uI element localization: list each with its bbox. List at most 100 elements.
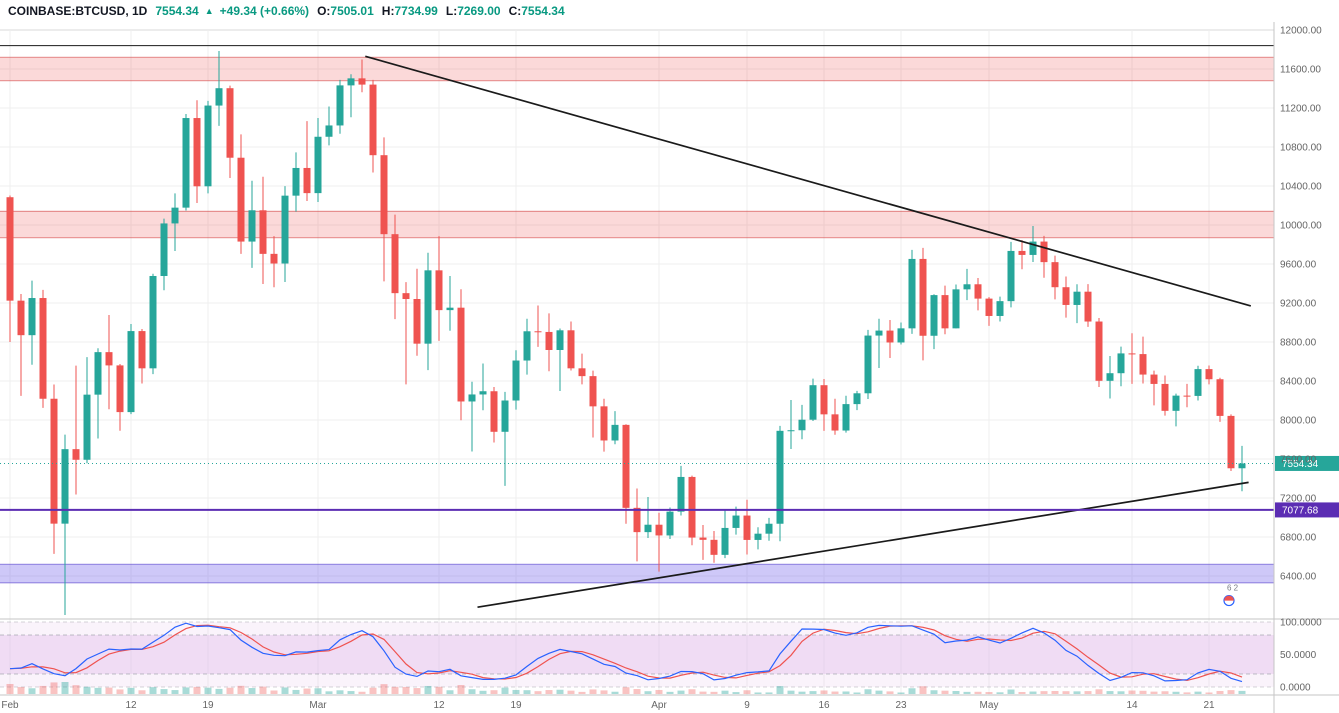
idea-marker[interactable]: 6 2: [1223, 584, 1239, 607]
candle-body: [644, 524, 652, 533]
candle-body: [1150, 374, 1158, 384]
candle-body: [28, 298, 36, 336]
time-axis-label: 19: [202, 700, 214, 711]
time-axis-label: 19: [510, 700, 522, 711]
purple-price-line[interactable]: 7077.68: [0, 502, 1339, 518]
candle-body: [215, 88, 223, 106]
candle-body: [578, 368, 586, 377]
resistance-zone-2[interactable]: [0, 210, 1274, 239]
stoch-k-line: [9, 622, 1243, 683]
candle-body: [985, 298, 993, 316]
price-axis-label: 10800.00: [1280, 143, 1322, 154]
candle-body: [160, 223, 168, 276]
candle-body: [1139, 354, 1147, 375]
candle-body: [1172, 395, 1180, 411]
candle-body: [952, 289, 960, 329]
candle-body: [270, 253, 278, 264]
time-axis-label: 12: [433, 700, 445, 711]
resistance-zone-1[interactable]: [0, 56, 1274, 82]
time-axis-label: 23: [895, 700, 907, 711]
candle-body: [149, 275, 157, 369]
up-arrow-icon: ▲: [204, 6, 214, 16]
candle-body: [710, 539, 718, 555]
candle-body: [776, 430, 784, 524]
candle-body: [732, 515, 740, 528]
oscillator-axis-label: 100.0000: [1280, 618, 1322, 629]
close-value: C:7554.34: [508, 4, 565, 18]
time-axis-label: 16: [818, 700, 830, 711]
candle-body: [1040, 241, 1048, 263]
chart-canvas[interactable]: 7554.34 7077.68 12000.00 11600.00 11200.00 10…: [0, 22, 1339, 713]
candle-body: [116, 365, 124, 413]
candle-body: [61, 449, 69, 524]
candle-body: [501, 400, 509, 432]
stoch-d-line: [9, 624, 1243, 682]
candle-body: [523, 331, 531, 361]
support-zone[interactable]: [0, 563, 1274, 584]
candle-body: [699, 537, 707, 540]
candle-body: [787, 430, 795, 432]
current-price-line[interactable]: 7554.34: [0, 455, 1339, 471]
oscillator-axis-label: 0.0000: [1280, 683, 1311, 694]
open-value: O:7505.01: [317, 4, 374, 18]
candle-body: [237, 157, 245, 242]
candle-body: [556, 330, 564, 350]
candle-body: [358, 78, 366, 85]
candle-body: [765, 523, 773, 534]
price-axis-label: 10000.00: [1280, 221, 1322, 232]
time-axis[interactable]: Feb 12 19 Mar 12 19 Apr 9 16 23 May 14 21: [1, 700, 1215, 711]
svg-text:6 2: 6 2: [1227, 584, 1239, 593]
time-axis-label: 21: [1203, 700, 1215, 711]
candle-body: [1227, 415, 1235, 469]
candle-body: [820, 385, 828, 415]
candle-body: [435, 270, 443, 311]
candle-body: [1183, 395, 1191, 397]
candle-body: [105, 352, 113, 366]
candle-body: [1007, 250, 1015, 302]
candle-body: [402, 293, 410, 300]
candle-body: [875, 330, 883, 336]
svg-text:7077.68: 7077.68: [1282, 505, 1319, 516]
candle-body: [347, 78, 355, 86]
candle-body: [1216, 379, 1224, 416]
chart-area[interactable]: 7554.34 7077.68 12000.00 11600.00 11200.00 10…: [0, 22, 1339, 713]
candle-body: [1084, 291, 1092, 322]
candle-body: [1117, 353, 1125, 374]
candle-body: [754, 533, 762, 540]
candle-body: [72, 449, 80, 460]
marker-pie-icon: [1224, 595, 1234, 601]
descending-trendline[interactable]: [365, 55, 1252, 307]
price-axis[interactable]: 12000.00 11600.00 11200.00 10800.00 10400.00…: [1280, 26, 1322, 694]
candle-body: [996, 301, 1004, 316]
candle-body: [743, 515, 751, 540]
volume-bars: [6, 682, 1246, 694]
candle-body: [17, 300, 25, 336]
candle-body: [1238, 463, 1246, 469]
candle-body: [468, 394, 476, 402]
symbol-title[interactable]: COINBASE:BTCUSD, 1D: [8, 4, 148, 18]
price-axis-label: 6800.00: [1280, 533, 1317, 544]
candle-body: [193, 118, 201, 187]
candle-body: [721, 527, 729, 555]
candle-body: [589, 376, 597, 407]
ascending-trendline[interactable]: [477, 481, 1249, 609]
time-axis-label: Mar: [309, 700, 327, 711]
candle-body: [1161, 383, 1169, 411]
candle-body: [325, 125, 333, 137]
candles-layer: [6, 51, 1246, 615]
price-axis-label: 8800.00: [1280, 338, 1317, 349]
time-axis-label: 14: [1126, 700, 1138, 711]
time-axis-label: Apr: [651, 700, 667, 711]
candle-body: [138, 331, 146, 369]
candle-body: [545, 331, 553, 350]
candle-body: [1095, 321, 1103, 381]
candle-body: [226, 88, 234, 158]
price-axis-label: 10400.00: [1280, 182, 1322, 193]
price-axis-label: 8000.00: [1280, 416, 1317, 427]
candle-body: [314, 136, 322, 194]
price-axis-label: 9200.00: [1280, 299, 1317, 310]
candle-body: [853, 393, 861, 405]
oscillator-band: [0, 621, 1274, 688]
price-axis-label: 12000.00: [1280, 26, 1322, 37]
time-axis-label: 12: [125, 700, 137, 711]
